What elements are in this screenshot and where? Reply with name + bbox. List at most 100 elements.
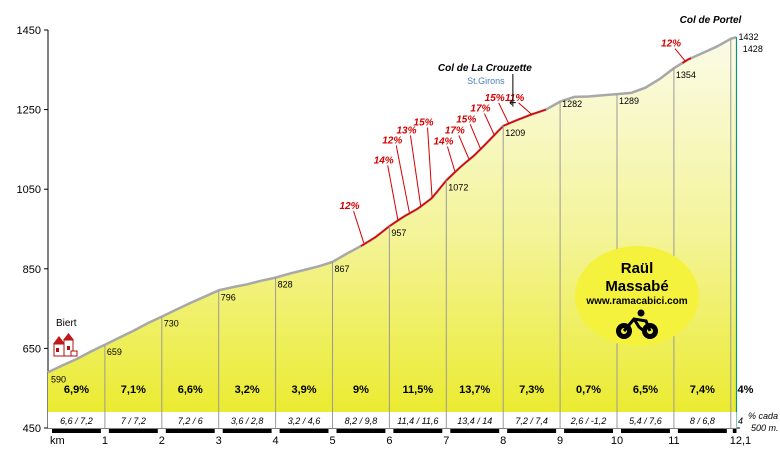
elevation-label: 1209 xyxy=(505,128,525,138)
steep-section-line xyxy=(388,108,547,227)
ramp-gradient-label: 14% xyxy=(374,155,394,166)
ramp-gradient-label: 17% xyxy=(445,125,465,136)
ramp-gradient-label: 12% xyxy=(340,201,360,212)
km-bar xyxy=(677,429,727,433)
half-km-gradient-label: 8 / 6,8 xyxy=(690,416,715,426)
half-km-band: 6,6 / 7,2 7 / 7,2 7,2 / 6 3,6 / 2,8 3,2 / 4,… xyxy=(48,412,743,428)
half-km-gradient-label: 2,6 / -1,2 xyxy=(570,416,607,426)
km-bar xyxy=(165,429,215,433)
x-tick-label: 3 xyxy=(216,435,222,447)
elevation-label: 1432 xyxy=(738,32,758,42)
y-axis-ticks: 450 650 850 1050 1250 1450 xyxy=(17,25,48,435)
half-km-band-background xyxy=(48,412,737,428)
y-tick-label: 1050 xyxy=(17,184,41,196)
elevation-label: 957 xyxy=(391,228,406,238)
ramp-leader-line xyxy=(353,210,365,244)
steep-section-line xyxy=(360,225,390,247)
x-tick-label: 10 xyxy=(611,435,623,447)
half-km-gradient-label: 7,2 / 7,4 xyxy=(515,416,548,426)
km-bar xyxy=(108,429,158,433)
half-km-gradient-label: 8,2 / 9,8 xyxy=(345,416,378,426)
x-tick-label: 4 xyxy=(273,435,279,447)
segment-gradient-label: 6,5% xyxy=(633,384,658,396)
x-tick-label: 5 xyxy=(329,435,335,447)
x-tick-label: 12,1 xyxy=(730,435,751,447)
ramp-leader-line xyxy=(446,146,456,172)
elevation-label: 1072 xyxy=(448,182,468,192)
x-axis-ticks: 1 2 3 4 5 6 7 8 9 10 11 12,1 xyxy=(52,429,751,447)
ramp-gradient-label: 15% xyxy=(414,118,434,129)
steep-section-line xyxy=(681,57,692,64)
elevation-label: 1289 xyxy=(619,96,639,106)
ramp-leader-line xyxy=(458,135,470,160)
x-tick-label: 8 xyxy=(500,435,506,447)
ramp-leader-line xyxy=(427,127,433,198)
ramp-leader-line xyxy=(518,102,532,115)
ramp-leader-line xyxy=(395,145,410,213)
author-logo: Raül Massabé www.ramacabici.com xyxy=(575,246,699,346)
segment-gradient-label: 3,2% xyxy=(235,384,260,396)
half-km-caption-line2: 500 m. xyxy=(751,423,779,433)
ramp-gradient-label: 14% xyxy=(433,137,453,148)
ramp-leader-line xyxy=(409,135,422,206)
half-km-gradient-label: 4 xyxy=(738,416,743,426)
segment-gradient-label: 13,7% xyxy=(459,384,490,396)
logo-name-line2: Massabé xyxy=(605,278,668,295)
elevation-label: 1428 xyxy=(743,44,763,54)
km-bar xyxy=(279,429,329,433)
segment-gradient-label: 11,5% xyxy=(403,384,434,396)
ramp-leader-line xyxy=(483,113,496,137)
profile-layer: 590 659 730 796 828 867 957 1072 1209 1282 1289 135… xyxy=(47,32,763,428)
elevation-label: 730 xyxy=(164,319,179,329)
y-tick-label: 650 xyxy=(23,343,41,355)
x-tick-label: 9 xyxy=(557,435,563,447)
half-km-gradient-label: 5,4 / 7,6 xyxy=(629,416,662,426)
elevation-label: 659 xyxy=(107,347,122,357)
km-bar xyxy=(52,429,101,433)
segment-gradient-label: 7,1% xyxy=(121,384,146,396)
segment-gradient-label: 9% xyxy=(353,384,369,396)
logo-ellipse xyxy=(575,246,699,346)
start-town-label: Biert xyxy=(56,318,77,329)
ramp-leader-line xyxy=(387,165,399,221)
segment-gradient-label: 7,4% xyxy=(690,384,715,396)
arrow-left-icon xyxy=(509,100,516,105)
village-icon xyxy=(53,333,78,357)
x-tick-label: 6 xyxy=(386,435,392,447)
logo-url: www.ramacabici.com xyxy=(585,296,687,307)
ramp-gradient-label: 17% xyxy=(470,104,490,115)
half-km-gradient-label: 11,4 / 11,6 xyxy=(397,416,438,426)
logo-name-line1: Raül xyxy=(621,260,654,277)
x-axis-unit-label: km xyxy=(50,435,65,447)
y-tick-label: 850 xyxy=(23,264,41,276)
elevation-label: 1354 xyxy=(676,70,696,80)
y-tick-label: 1250 xyxy=(17,105,41,117)
half-km-gradient-label: 13,4 / 14 xyxy=(457,416,492,426)
x-tick-label: 2 xyxy=(159,435,165,447)
half-km-gradient-label: 3,6 / 2,8 xyxy=(231,416,264,426)
x-tick-label: 11 xyxy=(668,435,679,447)
ramp-gradient-label: 11% xyxy=(505,93,524,104)
x-tick-label: 7 xyxy=(443,435,449,447)
x-tick-label: 1 xyxy=(102,435,108,447)
elevation-label: 590 xyxy=(51,374,66,384)
km-bar xyxy=(732,429,737,433)
km-bar xyxy=(222,429,272,433)
elevation-label: 1282 xyxy=(562,99,582,109)
ramp-leader-line xyxy=(674,48,686,62)
km-bar xyxy=(393,429,443,433)
ramp-gradient-label: 12% xyxy=(382,135,402,146)
km-bar xyxy=(336,429,386,433)
ramp-gradient-label: 12% xyxy=(661,39,681,50)
ramp-leader-line xyxy=(469,124,481,149)
segment-gradient-label: 7,3% xyxy=(519,384,544,396)
cyclist-icon xyxy=(616,309,658,339)
segment-gradient-label: 6,9% xyxy=(64,384,89,396)
half-km-caption-line1: % cada xyxy=(748,411,778,421)
km-bar xyxy=(507,429,557,433)
steep-ramps: 12%14%12%13%15%14%17%15%17%15% 11%12%Col … xyxy=(340,15,742,244)
ramp-gradient-label: 15% xyxy=(485,93,505,104)
half-km-gradient-label: 7,2 / 6 xyxy=(178,416,203,426)
y-tick-label: 450 xyxy=(23,423,41,435)
